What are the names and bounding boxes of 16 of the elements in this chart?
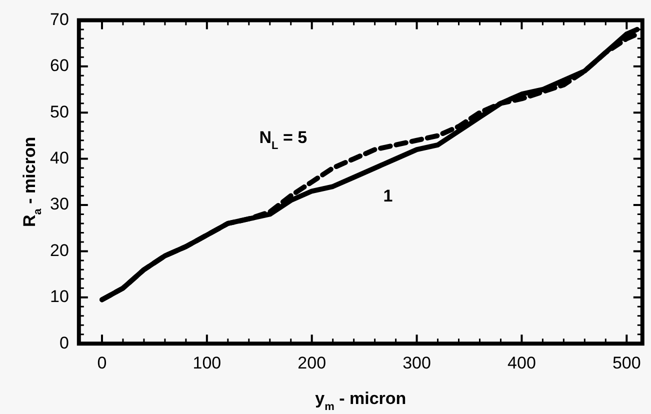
x-tick-label: 400 (508, 353, 536, 372)
y-tick-label: 10 (50, 287, 69, 306)
x-tick-label: 200 (298, 353, 326, 372)
y-tick-label: 70 (50, 10, 69, 29)
x-tick-label: 300 (402, 353, 431, 372)
x-tick-label: 100 (192, 353, 222, 372)
x-tick-label: 500 (612, 353, 641, 372)
y-tick-label: 0 (59, 333, 69, 352)
y-axis-title: Ra - micron (20, 136, 44, 227)
y-tick-label: 20 (50, 240, 69, 260)
x-tick-label: 0 (97, 353, 107, 372)
y-tick-label: 50 (50, 102, 69, 122)
y-tick-label: 40 (50, 148, 69, 168)
y-tick-label: 60 (50, 56, 69, 76)
y-tick-label: 30 (50, 194, 69, 214)
series-label: 1 (383, 186, 393, 206)
